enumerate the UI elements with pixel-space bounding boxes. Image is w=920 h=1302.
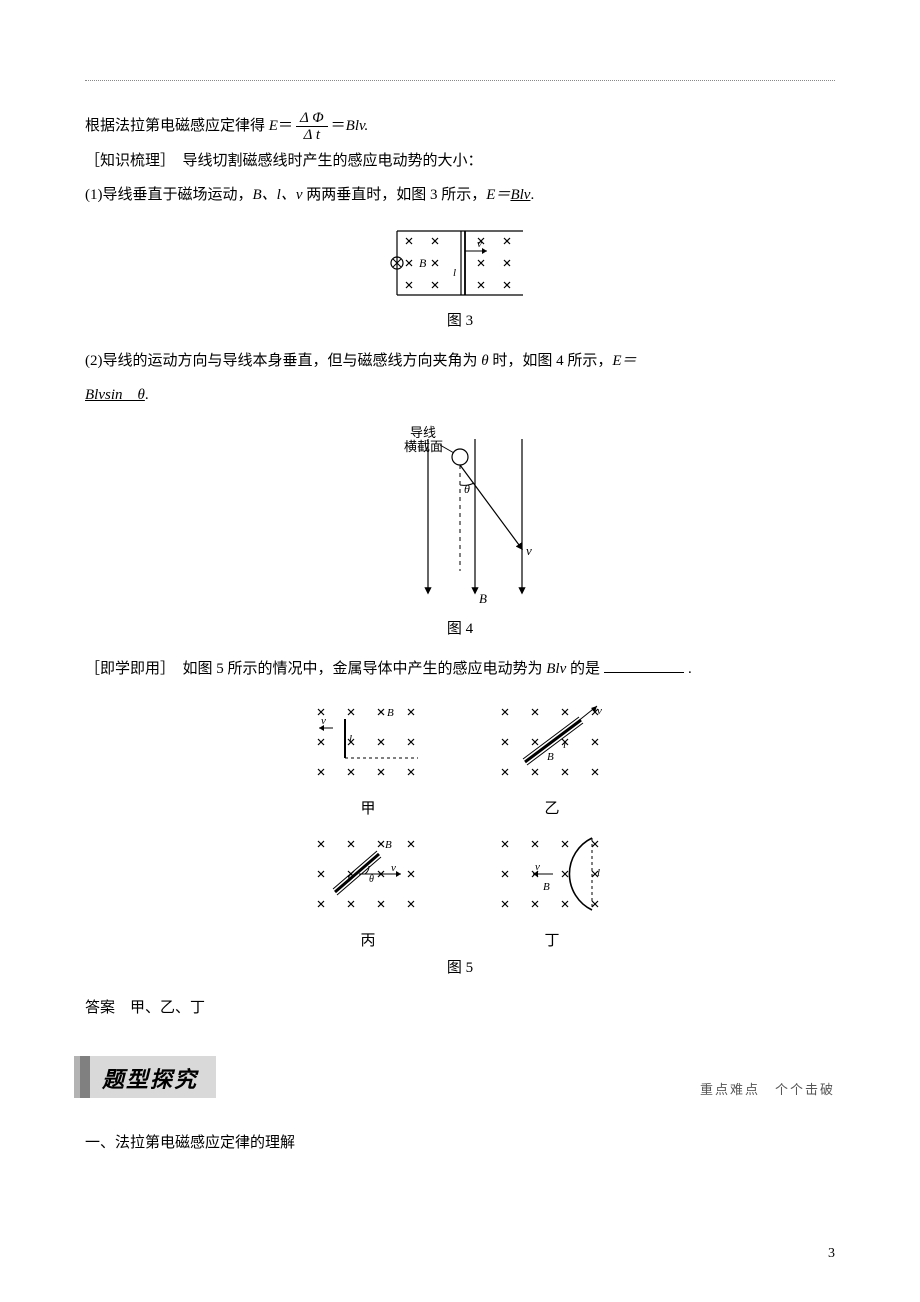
p4-E: E＝ xyxy=(612,353,636,369)
svg-text:θ: θ xyxy=(369,874,374,885)
figure-5-panel-d: v l B 丁 xyxy=(487,826,617,950)
p3-mid: 两两垂直时，如图 3 所示， xyxy=(303,187,487,203)
paragraph-case1: (1)导线垂直于磁场运动，B、l、v 两两垂直时，如图 3 所示，E＝Blv. xyxy=(85,178,835,213)
fig5a-crosses xyxy=(318,709,414,775)
figure-5-caption: 图 5 xyxy=(85,956,835,977)
page-number: 3 xyxy=(828,1246,835,1262)
p1-rhs: Blv. xyxy=(346,118,369,134)
p4b-ans: Blvsin θ xyxy=(85,387,145,403)
p1-prefix: 根据法拉第电磁感应定律得 xyxy=(85,118,269,134)
svg-text:B: B xyxy=(387,707,394,719)
figure-3-caption: 图 3 xyxy=(85,309,835,330)
figure-4-caption: 图 4 xyxy=(85,617,835,638)
svg-text:l: l xyxy=(349,733,352,745)
svg-text:l: l xyxy=(563,739,566,751)
svg-text:B: B xyxy=(547,751,554,763)
figure-4: 导线 横截面 θ v B xyxy=(85,421,835,611)
p3-E: E＝ xyxy=(486,187,510,203)
p1-eq2: ＝ xyxy=(331,118,346,134)
answer-line: 答案 甲、乙、丁 xyxy=(85,991,835,1026)
p4-prefix: (2)导线的运动方向与导线本身垂直，但与磁感线方向夹角为 xyxy=(85,353,481,369)
svg-text:l: l xyxy=(347,873,350,885)
p4b-tail: . xyxy=(145,387,149,403)
section-title: 题型探究 xyxy=(102,1067,198,1092)
fig4-theta-label: θ xyxy=(464,482,470,496)
paragraph-case2-answer: Blvsin θ. xyxy=(85,378,835,413)
page-top-rule xyxy=(85,80,835,81)
fig3-B-label: B xyxy=(419,256,427,270)
fig5-cap-c: 丙 xyxy=(303,929,433,950)
p5-mid: 的是 xyxy=(566,661,600,677)
fig3-l-label: l xyxy=(453,267,456,279)
section-subtitle: 重点难点 个个击破 xyxy=(700,1079,835,1098)
fig4-top-label-1: 导线 xyxy=(410,425,436,440)
svg-text:v: v xyxy=(321,715,326,727)
p5-blv: Blv xyxy=(546,661,566,677)
figure-5: v l B 甲 xyxy=(85,694,835,950)
svg-text:l: l xyxy=(597,867,600,879)
answer-blank xyxy=(604,672,684,673)
p3-prefix: (1)导线垂直于磁场运动， xyxy=(85,187,253,203)
section-bar: 题型探究 重点难点 个个击破 xyxy=(85,1056,835,1098)
p1-eq1: ＝ xyxy=(278,118,293,134)
figure-5-panel-c: v θ l B 丙 xyxy=(303,826,433,950)
p1-frac-den: Δ t xyxy=(296,127,328,144)
fig5-cap-b: 乙 xyxy=(487,797,617,818)
svg-text:B: B xyxy=(543,881,550,893)
p1-E: E xyxy=(269,118,278,134)
fig4-v-label: v xyxy=(526,543,532,558)
svg-text:B: B xyxy=(385,839,392,851)
paragraph-knowledge-header: ［知识梳理］ 导线切割磁感线时产生的感应电动势的大小： xyxy=(85,144,835,179)
p3-answer: Blv xyxy=(510,187,530,203)
fig4-B-label: B xyxy=(479,591,487,606)
section-bar-left: 题型探究 xyxy=(80,1056,216,1098)
paragraph-faraday-law: 根据法拉第电磁感应定律得 E＝ Δ Φ Δ t ＝Blv. xyxy=(85,109,835,144)
svg-text:v: v xyxy=(597,705,602,717)
p1-frac-num: Δ Φ xyxy=(296,110,328,128)
svg-text:v: v xyxy=(391,862,396,874)
paragraph-case2: (2)导线的运动方向与导线本身垂直，但与磁感线方向夹角为 θ 时，如图 4 所示… xyxy=(85,344,835,379)
p5-tail: . xyxy=(688,661,692,677)
fig5-cap-d: 丁 xyxy=(487,929,617,950)
p4-mid: 时，如图 4 所示， xyxy=(489,353,613,369)
fig4-top-label-2: 横截面 xyxy=(404,439,443,454)
figure-5-panel-b: v l B 乙 xyxy=(487,694,617,818)
paragraph-question: ［即学即用］ 如图 5 所示的情况中，金属导体中产生的感应电动势为 Blv 的是… xyxy=(85,652,835,687)
p1-fraction: Δ Φ Δ t xyxy=(296,110,328,144)
svg-text:v: v xyxy=(535,861,540,873)
p5-prefix: ［即学即用］ 如图 5 所示的情况中，金属导体中产生的感应电动势为 xyxy=(85,661,546,677)
p3-tail: . xyxy=(530,187,534,203)
heading-1: 一、法拉第电磁感应定律的理解 xyxy=(85,1126,835,1161)
p3-vars: B、l、v xyxy=(253,187,303,203)
figure-3: v B l xyxy=(85,223,835,303)
figure-5-panel-a: v l B 甲 xyxy=(303,694,433,818)
p4-theta: θ xyxy=(481,353,488,369)
fig5-cap-a: 甲 xyxy=(303,797,433,818)
